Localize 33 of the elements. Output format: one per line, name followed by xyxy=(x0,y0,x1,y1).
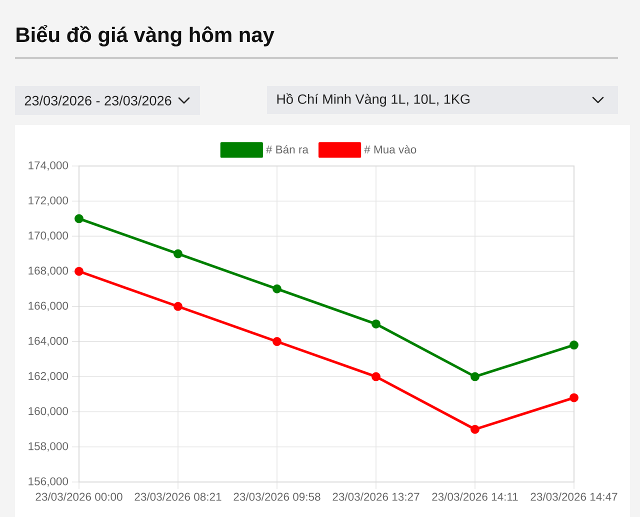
y-tick-label: 158,000 xyxy=(28,442,68,452)
point xyxy=(272,284,282,294)
x-tick-label: 23/03/2026 13:27 xyxy=(332,492,420,501)
y-tick-label: 166,000 xyxy=(28,302,68,312)
x-tick-label: 23/03/2026 14:11 xyxy=(432,492,518,501)
text: Hồ Chí Minh Vàng 1L, 10L, 1KG xyxy=(277,93,470,107)
legend-label: # Bán ra xyxy=(266,145,308,154)
y-tick-label: 164,000 xyxy=(28,336,68,346)
x-tick-label: 23/03/2026 14:47 xyxy=(530,492,618,501)
y-tick-label: 172,000 xyxy=(28,196,68,206)
chart-title: Biểu đồ giá vàng hôm nay xyxy=(16,25,274,46)
y-tick-label: 162,000 xyxy=(28,372,68,382)
legend-label: # Mua vào xyxy=(364,145,416,154)
text: 23/03/2026 - 23/03/2026 xyxy=(24,96,172,106)
point xyxy=(74,266,84,276)
point xyxy=(174,302,183,311)
point xyxy=(74,214,84,224)
y-tick-label: 168,000 xyxy=(28,266,68,276)
x-tick-label: 23/03/2026 08:21 xyxy=(134,492,222,501)
x-tick-label: 23/03/2026 09:58 xyxy=(234,492,320,501)
point xyxy=(174,249,183,258)
point xyxy=(570,340,578,350)
y-tick-label: 170,000 xyxy=(28,232,68,241)
point xyxy=(372,319,381,328)
point xyxy=(372,372,381,382)
point xyxy=(272,337,282,346)
y-tick-label: 174,000 xyxy=(28,161,68,171)
y-tick-label: 156,000 xyxy=(28,477,68,487)
point xyxy=(570,393,578,402)
point xyxy=(470,372,480,382)
y-tick-label: 160,000 xyxy=(28,407,68,416)
point xyxy=(470,424,480,434)
x-tick-label: 23/03/2026 00:00 xyxy=(36,492,122,501)
